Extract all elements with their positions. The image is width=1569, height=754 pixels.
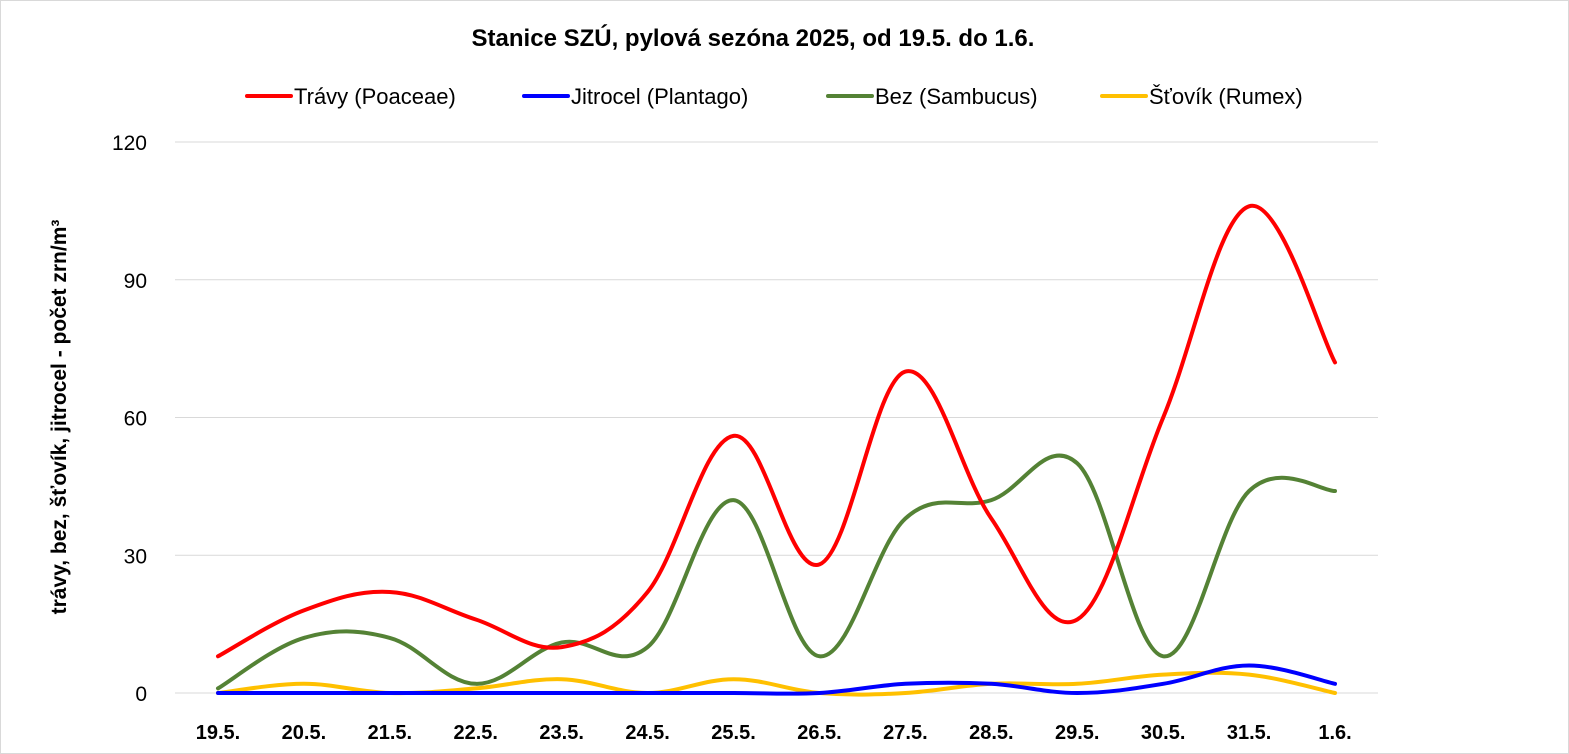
chart-series [216,204,1337,697]
chart-title: Stanice SZÚ, pylová sezóna 2025, od 19.5… [472,24,1035,52]
legend-label: Bez (Sambucus) [875,84,1038,109]
x-tick-label: 24.5. [625,722,669,744]
x-tick-label: 26.5. [797,722,841,744]
legend-label: Trávy (Poaceae) [294,84,456,109]
x-tick-label: 31.5. [1227,722,1271,744]
x-tick-label: 27.5. [883,722,927,744]
x-tick-label: 22.5. [454,722,498,744]
x-tick-label: 29.5. [1055,722,1099,744]
legend-label: Jitrocel (Plantago) [571,84,748,109]
x-tick-label: 1.6. [1318,722,1351,744]
x-tick-label: 21.5. [368,722,412,744]
y-tick-label: 90 [124,270,147,293]
legend-label: Šťovík (Rumex) [1149,84,1303,109]
x-tick-label: 19.5. [196,722,240,744]
x-tick-label: 28.5. [969,722,1013,744]
y-axis-label: trávy, bez, šťovík, jitrocel - počet zrn… [48,220,71,615]
x-tick-label: 20.5. [282,722,326,744]
series-line-jitrocel [216,663,1337,696]
y-tick-label: 60 [124,408,147,431]
y-axis-ticks: 0 30 60 90 120 [112,132,147,706]
series-line-bez [216,453,1337,691]
x-tick-label: 30.5. [1141,722,1185,744]
y-tick-label: 30 [124,545,147,568]
x-axis-ticks: 19.5. 20.5. 21.5. 22.5. 23.5. 24.5. 25.5. 26.5.… [196,722,1352,744]
x-tick-label: 23.5. [539,722,583,744]
y-tick-label: 0 [135,683,147,706]
y-tick-label: 120 [112,132,147,155]
chart-legend: Trávy (Poaceae) Jitrocel (Plantago) Bez (S… [245,84,1303,109]
series-line-travy [216,204,1337,659]
x-tick-label: 25.5. [711,722,755,744]
